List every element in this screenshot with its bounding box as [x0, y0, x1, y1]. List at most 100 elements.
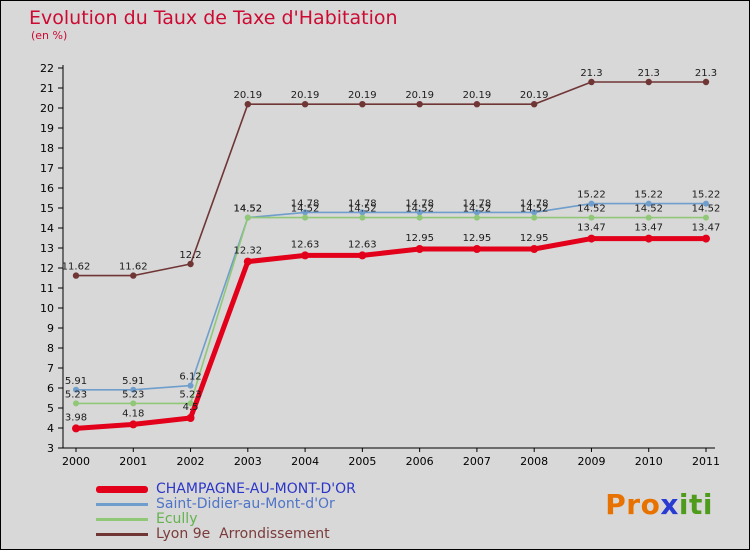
svg-text:4.5: 4.5	[183, 402, 199, 413]
svg-text:15.22: 15.22	[577, 190, 606, 201]
legend-item-saint-didier: Saint-Didier-au-Mont-d'Or	[96, 497, 356, 512]
svg-text:19: 19	[40, 122, 54, 135]
svg-text:2006: 2006	[406, 455, 434, 468]
svg-text:3.98: 3.98	[65, 412, 87, 423]
legend-line-lyon9	[96, 533, 148, 536]
svg-text:6: 6	[47, 382, 54, 395]
svg-text:12.95: 12.95	[405, 233, 434, 244]
svg-text:5.91: 5.91	[122, 376, 144, 387]
svg-text:9: 9	[47, 322, 54, 335]
svg-text:14.52: 14.52	[692, 204, 721, 215]
svg-text:20.19: 20.19	[348, 90, 377, 101]
legend-label-lyon9: Lyon 9e Arrondissement	[156, 526, 330, 542]
svg-text:12.63: 12.63	[291, 239, 320, 250]
svg-text:14.78: 14.78	[348, 198, 377, 209]
svg-text:2000: 2000	[62, 455, 90, 468]
svg-text:5.23: 5.23	[122, 389, 144, 400]
svg-text:12.63: 12.63	[348, 239, 377, 250]
proxiti-logo: Proxiti	[605, 488, 713, 521]
proxiti-logo-x: x	[660, 488, 679, 521]
svg-text:14.52: 14.52	[634, 204, 663, 215]
svg-text:13: 13	[40, 242, 54, 255]
svg-text:14.78: 14.78	[405, 198, 434, 209]
svg-text:13.47: 13.47	[692, 223, 721, 234]
svg-text:20.19: 20.19	[233, 90, 262, 101]
svg-text:14.52: 14.52	[233, 204, 262, 215]
svg-text:13.47: 13.47	[577, 223, 606, 234]
svg-text:13.47: 13.47	[634, 223, 663, 234]
svg-text:11: 11	[40, 282, 54, 295]
svg-text:11.62: 11.62	[119, 262, 148, 273]
svg-text:2008: 2008	[520, 455, 548, 468]
legend-item-champagne: CHAMPAGNE-AU-MONT-D'OR	[96, 482, 356, 497]
svg-text:18: 18	[40, 142, 54, 155]
svg-text:21.3: 21.3	[580, 68, 602, 79]
svg-text:7: 7	[47, 362, 54, 375]
svg-text:14.78: 14.78	[291, 198, 320, 209]
svg-text:21.3: 21.3	[638, 68, 660, 79]
svg-text:11.62: 11.62	[62, 262, 91, 273]
svg-text:12.95: 12.95	[463, 233, 492, 244]
svg-text:2002: 2002	[177, 455, 205, 468]
svg-text:4.18: 4.18	[122, 408, 144, 419]
svg-text:15.22: 15.22	[634, 190, 663, 201]
svg-text:20: 20	[40, 102, 54, 115]
svg-text:20.19: 20.19	[405, 90, 434, 101]
legend-item-ecully: Ecully	[96, 512, 356, 527]
svg-text:2007: 2007	[463, 455, 491, 468]
svg-text:17: 17	[40, 162, 54, 175]
svg-text:22: 22	[40, 62, 54, 75]
svg-text:8: 8	[47, 342, 54, 355]
proxiti-logo-pro: Pro	[605, 488, 661, 521]
legend-line-saint-didier	[96, 503, 148, 506]
svg-text:14.52: 14.52	[463, 204, 492, 215]
svg-text:5.23: 5.23	[179, 389, 201, 400]
svg-text:14.52: 14.52	[520, 204, 549, 215]
svg-text:14.78: 14.78	[520, 198, 549, 209]
svg-text:3: 3	[47, 442, 54, 455]
svg-text:12.2: 12.2	[179, 250, 201, 261]
chart-subtitle: (en %)	[31, 29, 68, 42]
svg-text:20.19: 20.19	[463, 90, 492, 101]
svg-text:5.91: 5.91	[65, 376, 87, 387]
svg-text:15.22: 15.22	[692, 190, 721, 201]
legend-label-champagne: CHAMPAGNE-AU-MONT-D'OR	[156, 481, 356, 497]
legend-item-lyon9: Lyon 9e Arrondissement	[96, 527, 356, 542]
svg-text:20.19: 20.19	[291, 90, 320, 101]
svg-text:12.32: 12.32	[233, 246, 262, 257]
svg-text:12.95: 12.95	[520, 233, 549, 244]
svg-text:20.19: 20.19	[520, 90, 549, 101]
svg-text:14.52: 14.52	[405, 204, 434, 215]
svg-text:2005: 2005	[348, 455, 376, 468]
svg-text:21.3: 21.3	[695, 68, 717, 79]
svg-text:5: 5	[47, 402, 54, 415]
svg-text:2001: 2001	[119, 455, 147, 468]
svg-text:14.78: 14.78	[463, 198, 492, 209]
svg-text:16: 16	[40, 182, 54, 195]
legend-line-champagne	[96, 486, 148, 493]
svg-text:2003: 2003	[234, 455, 262, 468]
svg-text:2009: 2009	[577, 455, 605, 468]
svg-text:14.52: 14.52	[291, 204, 320, 215]
proxiti-logo-iti: iti	[678, 488, 713, 521]
legend-line-ecully	[96, 518, 148, 521]
svg-text:14: 14	[40, 222, 54, 235]
chart-title: Evolution du Taux de Taxe d'Habitation	[29, 7, 398, 29]
svg-text:21: 21	[40, 82, 54, 95]
svg-text:2004: 2004	[291, 455, 319, 468]
legend-label-ecully: Ecully	[156, 511, 198, 527]
svg-text:15: 15	[40, 202, 54, 215]
svg-text:6.12: 6.12	[179, 372, 201, 383]
svg-text:5.23: 5.23	[65, 389, 87, 400]
svg-text:2011: 2011	[692, 455, 720, 468]
svg-text:4: 4	[47, 422, 54, 435]
svg-text:14.52: 14.52	[233, 204, 262, 215]
svg-text:12: 12	[40, 262, 54, 275]
chart-svg: 3 4 5 6 7 8 9 10 11 12 13 14 15 16 17 18 19 20 21 22 2000 200…	[40, 62, 721, 468]
svg-text:14.52: 14.52	[348, 204, 377, 215]
svg-text:14.52: 14.52	[577, 204, 606, 215]
legend-label-saint-didier: Saint-Didier-au-Mont-d'Or	[156, 496, 335, 512]
svg-text:10: 10	[40, 302, 54, 315]
legend: CHAMPAGNE-AU-MONT-D'OR Saint-Didier-au-M…	[96, 482, 356, 542]
